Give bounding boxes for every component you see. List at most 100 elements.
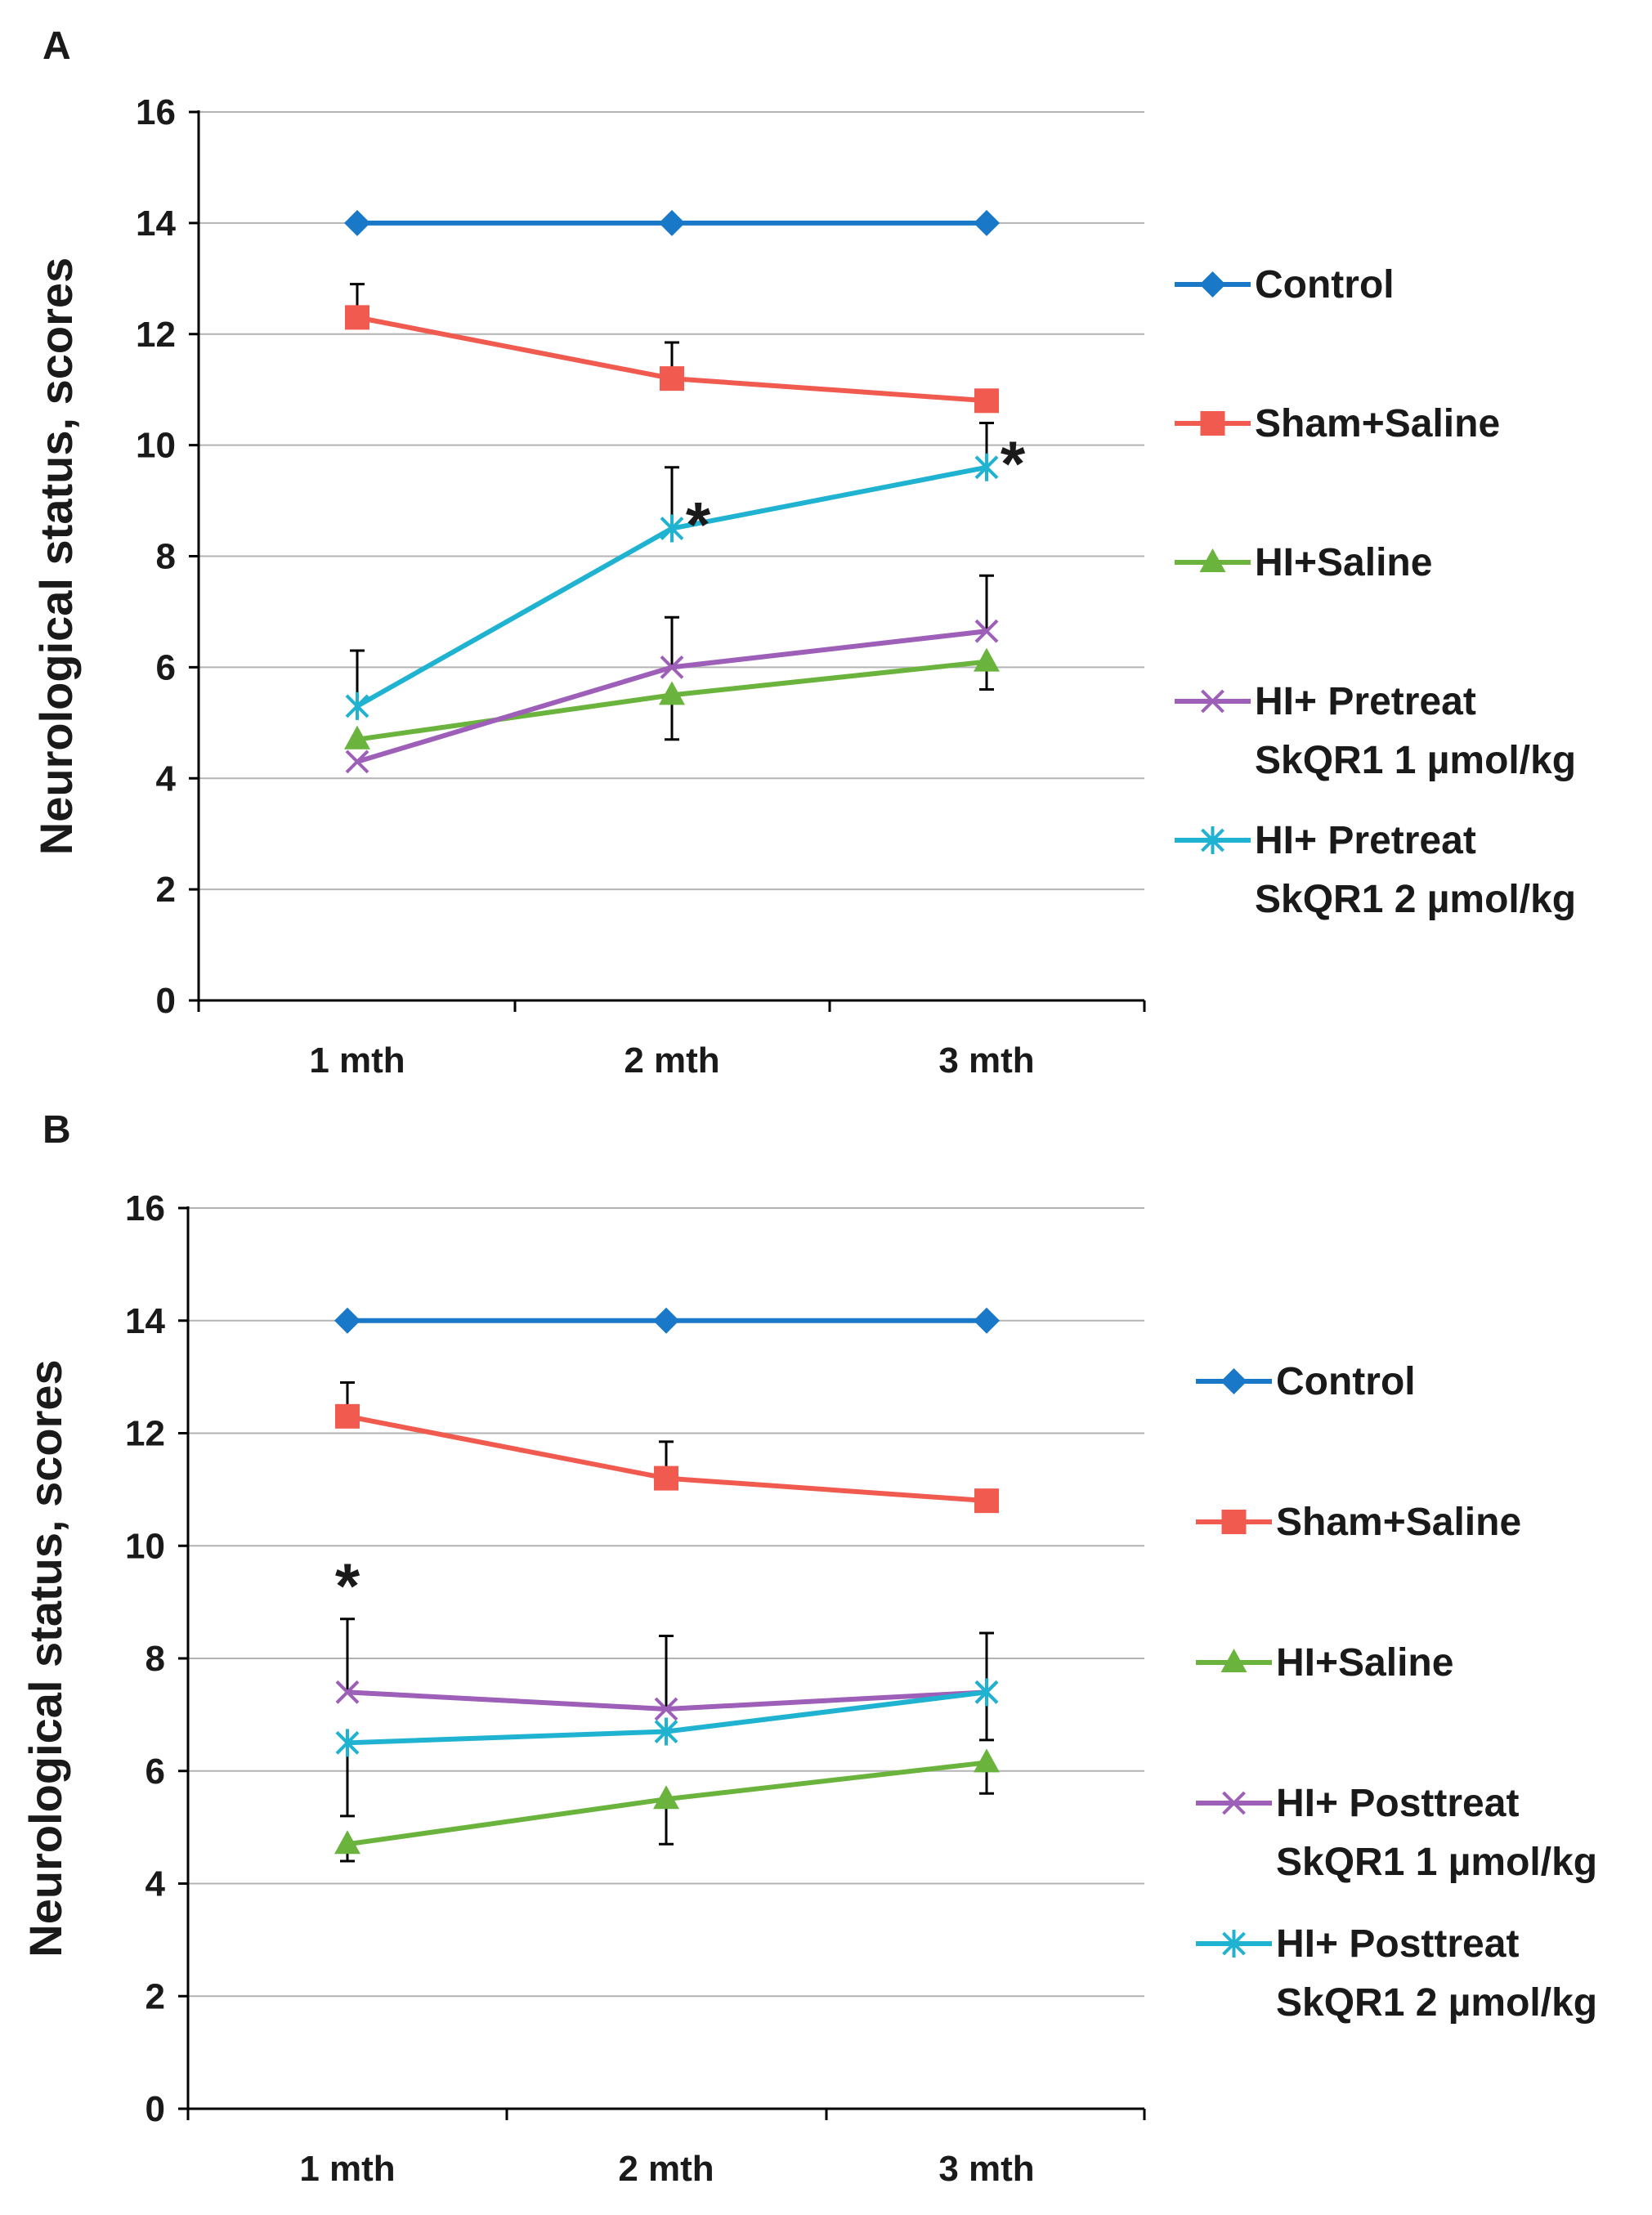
legend-label: HI+ Posttreat bbox=[1276, 1922, 1519, 1966]
y-tick-label: 12 bbox=[136, 315, 176, 355]
series-4 bbox=[335, 1678, 999, 1757]
y-tick-label: 4 bbox=[146, 1864, 166, 1904]
legend-marker bbox=[1200, 411, 1225, 436]
series-3 bbox=[345, 619, 999, 774]
y-tick-label: 2 bbox=[146, 1976, 165, 2016]
data-point bbox=[974, 647, 1000, 672]
y-tick-label: 4 bbox=[156, 758, 177, 799]
legend-marker bbox=[1220, 1368, 1247, 1394]
data-point bbox=[659, 681, 685, 705]
data-point bbox=[974, 1307, 1000, 1334]
legend-label: HI+ Posttreat bbox=[1276, 1782, 1519, 1825]
legend-label: HI+Saline bbox=[1255, 541, 1432, 584]
y-tick-label: 16 bbox=[136, 92, 176, 132]
data-point bbox=[344, 725, 370, 750]
y-tick-label: 8 bbox=[146, 1639, 165, 1679]
y-tick-label: 14 bbox=[136, 204, 176, 244]
legend-label: HI+ Pretreat bbox=[1255, 680, 1476, 723]
data-point bbox=[335, 1680, 360, 1704]
legend-marker bbox=[1220, 1649, 1247, 1672]
data-point bbox=[345, 305, 369, 330]
panel-label: B bbox=[43, 1108, 71, 1152]
y-tick-label: 6 bbox=[156, 647, 176, 687]
data-point bbox=[653, 1785, 679, 1810]
legend-label: HI+Saline bbox=[1276, 1641, 1453, 1685]
y-tick-label: 8 bbox=[156, 537, 176, 577]
series-1 bbox=[335, 1403, 999, 1514]
legend-marker bbox=[1201, 826, 1224, 854]
data-point bbox=[334, 1830, 360, 1855]
legend-marker bbox=[1222, 1930, 1246, 1958]
data-point bbox=[660, 514, 684, 543]
legend-marker bbox=[1199, 271, 1226, 298]
series-4 bbox=[345, 453, 999, 720]
y-tick-label: 14 bbox=[125, 1301, 165, 1341]
x-tick-label: 3 mth bbox=[938, 1040, 1034, 1081]
y-axis-label: Neurological status, scores bbox=[20, 1359, 71, 1957]
legend-item: Control bbox=[1196, 1360, 1416, 1403]
series-0 bbox=[334, 1307, 1000, 1334]
legend-marker bbox=[1201, 689, 1224, 714]
y-tick-label: 12 bbox=[125, 1414, 165, 1454]
legend-marker bbox=[1222, 1791, 1246, 1815]
legend-item: HI+Saline bbox=[1196, 1641, 1453, 1685]
x-tick-label: 2 mth bbox=[618, 2149, 714, 2189]
data-point bbox=[653, 1307, 679, 1334]
chart-panel-a: A 0 2 4 6 8 10 12 14 16 1 mth 2 mth 3 mth Neurologica… bbox=[30, 25, 1576, 1081]
data-point bbox=[335, 1403, 360, 1429]
significance-asterisk: * bbox=[1001, 427, 1026, 499]
data-point bbox=[660, 366, 684, 392]
data-point bbox=[660, 655, 684, 679]
y-tick-label: 6 bbox=[146, 1752, 165, 1792]
data-point bbox=[654, 1465, 678, 1491]
y-axis-label: Neurological status, scores bbox=[30, 257, 82, 855]
legend-label: Sham+Saline bbox=[1255, 402, 1500, 445]
legend-label: Sham+Saline bbox=[1276, 1501, 1521, 1544]
data-point bbox=[344, 209, 370, 236]
significance-asterisk: * bbox=[335, 1550, 360, 1622]
data-point bbox=[654, 1717, 678, 1746]
y-tick-label: 10 bbox=[125, 1526, 165, 1566]
data-point bbox=[334, 1307, 360, 1334]
data-point bbox=[974, 388, 999, 414]
legend: Control Sham+Saline HI+Saline HI+ Posttreat… bbox=[1196, 1360, 1597, 2025]
data-point bbox=[974, 1748, 1000, 1773]
series-2 bbox=[344, 647, 1000, 750]
legend-item: Control bbox=[1175, 263, 1395, 307]
legend: Control Sham+Saline HI+Saline HI+ Pretreat S… bbox=[1175, 263, 1576, 921]
legend-label: SkQR1 1 µmol/kg bbox=[1276, 1841, 1597, 1884]
legend-label: Control bbox=[1276, 1360, 1416, 1403]
data-point bbox=[974, 1488, 999, 1514]
series-1 bbox=[345, 305, 999, 414]
data-point bbox=[345, 691, 369, 720]
legend-label: Control bbox=[1255, 263, 1395, 307]
series-2 bbox=[334, 1748, 1000, 1855]
legend-item: Sham+Saline bbox=[1196, 1501, 1521, 1544]
legend-item: HI+Saline bbox=[1175, 541, 1432, 584]
panel-label: A bbox=[43, 25, 71, 68]
x-tick-label: 2 mth bbox=[624, 1040, 719, 1081]
data-point bbox=[335, 1729, 360, 1757]
y-tick-label: 0 bbox=[146, 2089, 165, 2129]
legend-item: HI+ Posttreat SkQR1 2 µmol/kg bbox=[1196, 1922, 1597, 2025]
x-tick-label: 3 mth bbox=[938, 2149, 1034, 2189]
y-tick-label: 0 bbox=[156, 981, 176, 1021]
legend-label: HI+ Pretreat bbox=[1255, 819, 1476, 862]
data-point bbox=[974, 453, 999, 481]
legend-label: SkQR1 1 µmol/kg bbox=[1255, 739, 1576, 782]
legend-item: HI+ Pretreat SkQR1 2 µmol/kg bbox=[1175, 819, 1576, 921]
y-tick-label: 2 bbox=[156, 870, 176, 910]
legend-item: HI+ Pretreat SkQR1 1 µmol/kg bbox=[1175, 680, 1576, 782]
legend-label: SkQR1 2 µmol/kg bbox=[1276, 1981, 1597, 2025]
legend-label: SkQR1 2 µmol/kg bbox=[1255, 878, 1576, 921]
significance-asterisk: * bbox=[686, 489, 711, 561]
chart-panel-b: B 0 2 4 6 8 10 12 14 16 1 mth 2 mth 3 mth Neurologica… bbox=[20, 1108, 1597, 2189]
legend-marker bbox=[1221, 1510, 1247, 1534]
series-0 bbox=[344, 209, 1000, 236]
data-point bbox=[974, 619, 999, 643]
data-point bbox=[345, 750, 369, 774]
y-tick-label: 10 bbox=[136, 426, 176, 466]
legend-item: Sham+Saline bbox=[1175, 402, 1500, 445]
y-tick-label: 16 bbox=[125, 1188, 165, 1228]
